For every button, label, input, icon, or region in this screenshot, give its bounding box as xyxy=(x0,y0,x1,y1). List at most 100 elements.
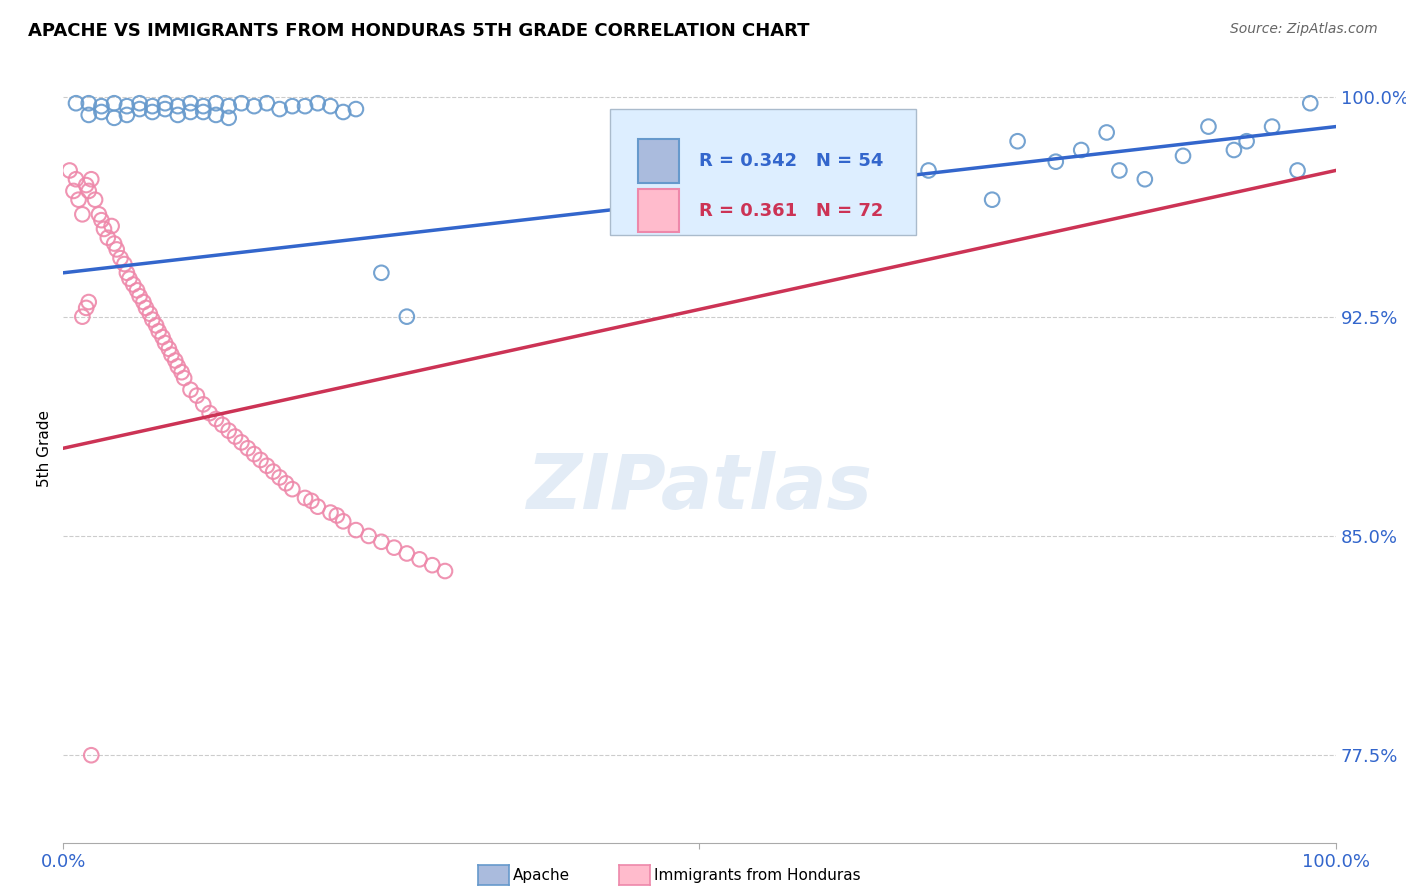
Point xyxy=(307,500,329,514)
Point xyxy=(211,417,233,432)
Point xyxy=(97,231,120,245)
Point xyxy=(153,96,176,111)
Point xyxy=(281,482,304,496)
Point xyxy=(752,178,775,193)
Point xyxy=(357,529,380,543)
Point xyxy=(112,257,135,271)
Point xyxy=(262,465,284,479)
Point xyxy=(180,105,202,120)
Point xyxy=(981,193,1004,207)
Point xyxy=(75,301,97,315)
Point xyxy=(218,111,240,125)
Point xyxy=(231,96,253,111)
Point xyxy=(65,172,87,186)
Point xyxy=(370,266,392,280)
Point xyxy=(249,453,271,467)
Point xyxy=(218,424,240,438)
Point xyxy=(841,134,863,148)
Point xyxy=(193,397,215,411)
Text: R = 0.361   N = 72: R = 0.361 N = 72 xyxy=(700,202,884,219)
Point xyxy=(90,105,112,120)
Point xyxy=(173,371,195,385)
Point xyxy=(193,99,215,113)
Point xyxy=(344,102,367,116)
Point xyxy=(77,184,100,198)
Point xyxy=(186,388,208,402)
Point xyxy=(408,552,430,566)
Point xyxy=(1236,134,1258,148)
Point xyxy=(153,335,176,350)
Point xyxy=(433,564,456,578)
Point xyxy=(1045,154,1067,169)
Point xyxy=(420,558,443,573)
Point xyxy=(160,348,183,362)
Point xyxy=(75,178,97,193)
Point xyxy=(152,330,174,344)
Point xyxy=(224,429,246,443)
Point xyxy=(105,243,128,257)
Point xyxy=(141,99,163,113)
Point xyxy=(1108,163,1130,178)
Point xyxy=(1070,143,1092,157)
Point xyxy=(218,99,240,113)
Point xyxy=(90,99,112,113)
Point xyxy=(269,470,291,484)
Point xyxy=(59,163,82,178)
Point xyxy=(1198,120,1220,134)
Point xyxy=(115,266,138,280)
Point xyxy=(326,508,349,523)
Point xyxy=(332,514,354,528)
Point xyxy=(141,105,163,120)
Point xyxy=(80,748,103,763)
Point xyxy=(72,207,94,221)
Point xyxy=(170,365,193,379)
Point xyxy=(243,99,266,113)
Point xyxy=(103,111,125,125)
Point xyxy=(256,96,278,111)
Point xyxy=(103,96,125,111)
Point xyxy=(1286,163,1309,178)
Point xyxy=(65,96,87,111)
Point xyxy=(77,108,100,122)
Point xyxy=(135,301,157,315)
Point xyxy=(166,99,188,113)
Point xyxy=(1171,149,1194,163)
Point xyxy=(87,207,110,221)
Point xyxy=(128,96,150,111)
Point xyxy=(62,184,84,198)
Point xyxy=(1133,172,1156,186)
Point xyxy=(72,310,94,324)
Point xyxy=(243,447,266,461)
Point xyxy=(141,312,163,326)
FancyBboxPatch shape xyxy=(638,139,679,183)
FancyBboxPatch shape xyxy=(610,109,915,235)
Point xyxy=(157,342,180,356)
Point xyxy=(307,96,329,111)
Point xyxy=(395,547,418,561)
Point xyxy=(274,476,297,491)
Point xyxy=(166,108,188,122)
Point xyxy=(294,99,316,113)
Point xyxy=(256,458,278,473)
Point xyxy=(84,193,107,207)
Point xyxy=(269,102,291,116)
Point xyxy=(299,494,322,508)
Point xyxy=(917,163,939,178)
Point xyxy=(281,99,304,113)
Text: ZIPatlas: ZIPatlas xyxy=(526,450,873,524)
Point xyxy=(166,359,188,374)
Point xyxy=(395,310,418,324)
Point xyxy=(145,318,167,333)
Point xyxy=(77,295,100,310)
Point xyxy=(165,353,187,368)
Point xyxy=(132,295,155,310)
Text: APACHE VS IMMIGRANTS FROM HONDURAS 5TH GRADE CORRELATION CHART: APACHE VS IMMIGRANTS FROM HONDURAS 5TH G… xyxy=(28,22,810,40)
Point xyxy=(193,105,215,120)
FancyBboxPatch shape xyxy=(638,189,679,232)
Point xyxy=(1299,96,1322,111)
Point xyxy=(370,534,392,549)
Point xyxy=(122,277,145,292)
Point xyxy=(319,99,342,113)
Point xyxy=(236,442,259,455)
Point xyxy=(294,491,316,505)
